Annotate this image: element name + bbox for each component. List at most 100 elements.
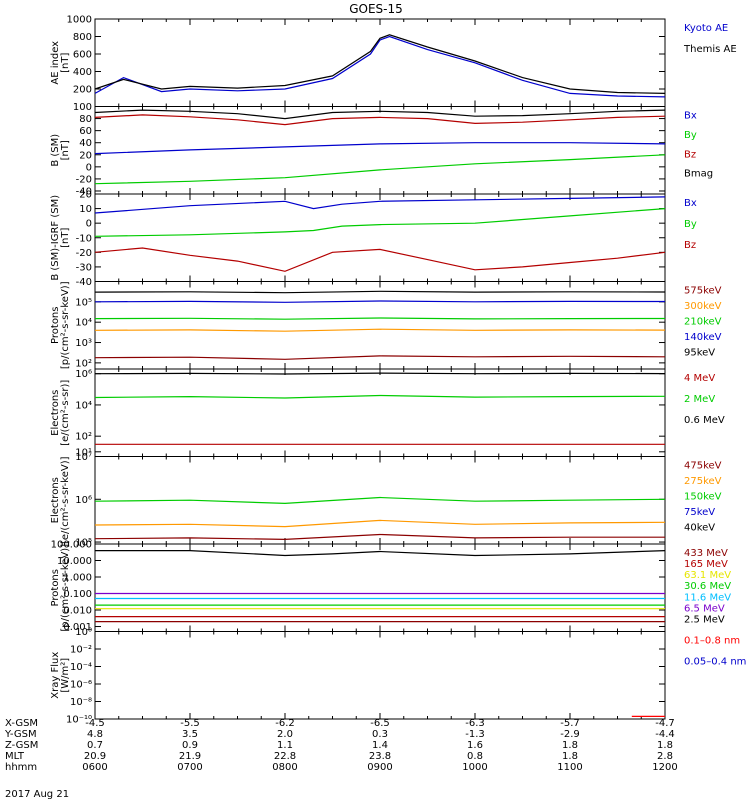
- y-tick-label: 200: [73, 85, 92, 96]
- y-axis-label: Electrons: [50, 390, 61, 436]
- y-axis-label: [p/(cm²-s-sr-keV)]: [60, 544, 71, 632]
- footer-value: 0.9: [182, 740, 198, 751]
- panel-4: 10² 10³ 10⁴ 10⁵ Protons [p/(cm²-s-sr-keV)] 575…: [50, 281, 722, 370]
- y-tick-label: -20: [76, 248, 92, 259]
- y-tick-label: 10⁻¹⁰: [66, 715, 92, 726]
- y-tick-label: 10⁰: [75, 627, 92, 638]
- footer-value: 21.9: [179, 751, 201, 762]
- y-axis-label: [nT]: [60, 228, 71, 248]
- y-tick-label: 10²: [75, 432, 92, 443]
- y-tick-label: 10⁶: [75, 369, 92, 380]
- y-tick-label: 10⁴: [75, 400, 92, 411]
- footer-value: 1.4: [372, 740, 388, 751]
- series-line-300kev: [94, 328, 666, 332]
- y-tick-label: 10: [79, 204, 92, 215]
- footer-value: 20.9: [84, 751, 106, 762]
- legend-275kev: 275keV: [684, 476, 722, 487]
- series-line-themis-ae: [94, 34, 666, 94]
- footer-row-label-y-gsm: Y-GSM: [4, 729, 37, 740]
- y-axis-label: Electrons: [50, 477, 61, 523]
- y-tick-label: 400: [73, 67, 92, 78]
- footer-value: 1100: [557, 762, 582, 773]
- y-axis-label: [nT]: [60, 53, 71, 73]
- legend-by: By: [684, 219, 697, 230]
- footer-value: 1200: [652, 762, 677, 773]
- y-tick-label: 600: [73, 50, 92, 61]
- legend-bx: Bx: [684, 198, 697, 209]
- y-tick-label: 10³: [75, 338, 92, 349]
- footer-value: 4.8: [87, 729, 103, 740]
- y-tick-label: 1.000: [63, 573, 92, 584]
- legend-575kev: 575keV: [684, 286, 722, 297]
- footer-row-label-hhmm: hhmm: [5, 762, 37, 773]
- y-tick-label: -40: [76, 186, 92, 197]
- legend-bz: Bz: [684, 149, 696, 160]
- y-tick-label: 10⁴: [75, 318, 92, 329]
- series-line-bz: [94, 114, 666, 126]
- y-tick-label: 0.010: [63, 606, 92, 617]
- footer-value: 1.8: [562, 740, 578, 751]
- y-tick-label: -40: [76, 277, 92, 288]
- legend-bx: Bx: [684, 111, 697, 122]
- y-tick-label: 800: [73, 32, 92, 43]
- y-axis-label: [nT]: [60, 140, 71, 160]
- y-tick-label: 10⁶: [75, 495, 92, 506]
- footer-value: 0900: [367, 762, 392, 773]
- legend-bmag: Bmag: [684, 169, 713, 180]
- y-tick-label: 20: [79, 150, 92, 161]
- series-line-475kev: [94, 533, 665, 541]
- series-line-bz: [94, 247, 666, 272]
- legend-11-6-mev: 11.6 MeV: [684, 592, 731, 603]
- footer-value: -6.2: [275, 718, 295, 729]
- y-axis-label: [W/m²]: [60, 658, 71, 693]
- y-axis-label: AE index: [50, 41, 61, 85]
- legend-40kev: 40keV: [684, 523, 715, 534]
- y-tick-label: -10: [76, 233, 92, 244]
- y-tick-label: 10⁵: [75, 297, 92, 308]
- series-line-0-6-mev: [94, 372, 666, 375]
- footer-value: 22.8: [274, 751, 296, 762]
- series-line-bx: [94, 142, 666, 155]
- footer-value: 1.8: [562, 751, 578, 762]
- panel-frame: [94, 543, 666, 632]
- y-tick-label: 10⁷: [75, 452, 92, 463]
- panel-7: 0.001 0.010 0.100 1.000 10.000 100.000 Protons…: [50, 540, 731, 634]
- legend-433-mev: 433 MeV: [684, 548, 728, 559]
- series-line-140kev: [94, 300, 666, 303]
- legend-2-5-mev: 2.5 MeV: [684, 614, 725, 625]
- y-tick-label: 1000: [67, 15, 92, 26]
- y-tick-label: 100: [73, 102, 92, 113]
- y-tick-label: 0.100: [63, 589, 92, 600]
- y-axis-label: B (SM): [50, 134, 61, 167]
- footer-value: 0800: [272, 762, 297, 773]
- y-tick-label: 10¹: [75, 447, 92, 458]
- footer-row-label-z-gsm: Z-GSM: [5, 740, 38, 751]
- legend-themis-ae: Themis AE: [683, 44, 737, 55]
- footer-value: 0700: [177, 762, 202, 773]
- footer-value: -5.7: [560, 718, 580, 729]
- y-tick-label: 0: [86, 162, 92, 173]
- legend-140kev: 140keV: [684, 332, 722, 343]
- series-line-150kev: [94, 496, 666, 505]
- footer-value: -6.3: [465, 718, 485, 729]
- y-tick-label: 0.001: [63, 622, 92, 633]
- panel-frame: [94, 193, 666, 282]
- series-line-bx: [94, 196, 666, 214]
- footer-value: -4.4: [655, 729, 675, 740]
- legend-30-6-mev: 30.6 MeV: [684, 581, 731, 592]
- y-tick-label: 10⁻⁸: [70, 697, 92, 708]
- y-axis-label: Xray Flux: [50, 652, 61, 699]
- series-line-95kev: [94, 290, 666, 294]
- footer-value: 23.8: [369, 751, 391, 762]
- series-line-kyoto-ae: [94, 35, 666, 98]
- series-line-2-5-mev: [95, 549, 666, 557]
- panel-5: 10¹ 10² 10⁴ 10⁶ Electrons [e/(cm²-s-sr)] 4 MeV…: [50, 368, 725, 458]
- footer-value: 1.6: [467, 740, 483, 751]
- legend-63-1-mev: 63.1 MeV: [684, 570, 731, 581]
- y-axis-label: [e/(cm²-s-sr)]: [60, 380, 71, 446]
- y-tick-label: 10⁻⁶: [70, 680, 92, 691]
- series-line-by: [94, 154, 666, 185]
- legend-bz: Bz: [684, 240, 696, 251]
